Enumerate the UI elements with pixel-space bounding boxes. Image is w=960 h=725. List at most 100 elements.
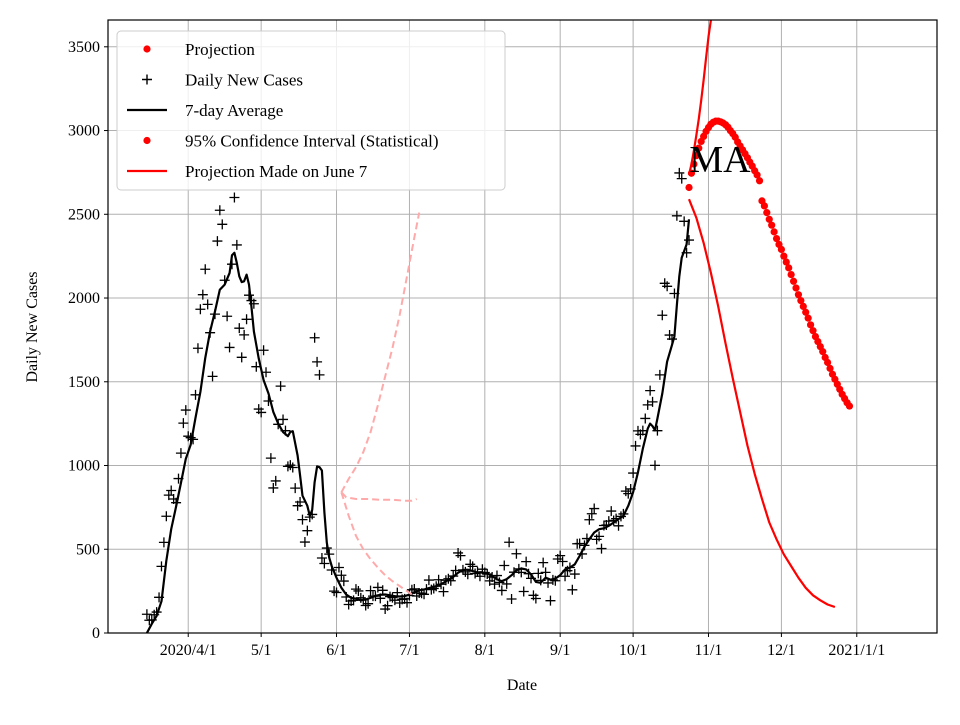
series-95-confidence-interval-statistical-upper [687, 20, 712, 176]
legend: Projection Daily New Cases 7-day Average 95… [116, 30, 506, 191]
daily-case-point [649, 460, 660, 471]
daily-case-point [402, 597, 413, 608]
daily-case-point [333, 562, 344, 573]
daily-case-point [287, 462, 298, 473]
daily-case-point [462, 569, 473, 580]
y-tick-label: 0 [92, 625, 100, 642]
series-june-7-projection-upper-bound-earlier [340, 212, 421, 493]
daily-case-point [336, 570, 347, 581]
daily-case-point [365, 585, 376, 596]
projection-point [785, 264, 793, 272]
daily-case-point [212, 236, 223, 247]
daily-case-point [538, 557, 549, 568]
y-tick-label: 3000 [68, 123, 100, 140]
projection-point [794, 291, 803, 299]
daily-case-point [419, 589, 430, 600]
daily-case-point [158, 537, 169, 548]
legend-label: Projection [185, 40, 255, 59]
daily-case-point [455, 550, 466, 561]
projection-point [809, 327, 817, 335]
daily-case-point [671, 210, 682, 221]
x-tick-label: 12/1 [767, 642, 795, 659]
daily-case-point [202, 299, 213, 310]
daily-case-point [234, 323, 245, 334]
projection-point [692, 152, 700, 160]
daily-case-point [207, 371, 218, 382]
daily-case-point [423, 575, 434, 586]
y-tick-label: 1500 [68, 374, 100, 391]
legend-entry: Projection Made on June 7 [127, 162, 368, 181]
daily-case-point [557, 556, 568, 567]
legend-label: 7-day Average [185, 101, 283, 120]
daily-case-point [178, 418, 189, 429]
projection-point [845, 402, 854, 410]
projection-point [753, 171, 761, 179]
projection-made-on-june-7-line [687, 198, 836, 609]
legend-dot-marker [143, 136, 151, 145]
legend-label: 95% Confidence Interval (Statistical) [185, 132, 439, 151]
projection-point [755, 177, 764, 185]
daily-case-point [297, 514, 308, 525]
y-tick-label: 3500 [68, 39, 100, 56]
daily-case-point [299, 537, 310, 548]
x-tick-label: 2021/1/1 [828, 642, 885, 659]
projection-point [782, 258, 790, 266]
daily-case-point [329, 586, 340, 597]
daily-case-point [533, 568, 544, 579]
daily-case-point [589, 503, 600, 514]
daily-case-point [654, 369, 665, 380]
daily-case-point [360, 600, 371, 611]
daily-case-point [331, 587, 342, 598]
daily-case-point [499, 560, 510, 571]
legend-label: Projection Made on June 7 [185, 162, 368, 181]
projection-point [819, 348, 827, 356]
daily-case-point [530, 593, 541, 604]
daily-case-point [316, 552, 327, 563]
daily-case-point [275, 381, 286, 392]
plot-frame [107, 19, 938, 634]
daily-case-point [263, 396, 274, 407]
daily-case-point [224, 342, 235, 353]
daily-case-point [674, 167, 685, 178]
legend-box [116, 30, 506, 191]
daily-case-point [453, 547, 464, 558]
legend-label: Daily New Cases [185, 71, 303, 90]
daily-case-point [640, 413, 651, 424]
axis-ticks: 2020/4/1 5/1 6/1 7/1 8/1 9/1 10/1 11/1 12/1 2021/… [68, 39, 885, 659]
daily-case-point [239, 329, 250, 340]
daily-case-point [679, 216, 690, 227]
daily-case-point [567, 584, 578, 595]
daily-case-point [314, 369, 325, 380]
daily-case-point [662, 281, 673, 292]
series-projection [685, 117, 854, 410]
daily-case-point [382, 600, 393, 611]
projection-point [787, 270, 795, 279]
daily-case-point [511, 548, 522, 559]
daily-case-point [309, 332, 320, 343]
daily-case-point [192, 343, 203, 354]
daily-case-point [521, 556, 532, 567]
series-june-7-projection-lower-bound-earlier [340, 492, 413, 596]
daily-case-point [338, 576, 349, 587]
daily-case-point [586, 508, 597, 519]
projection-point [802, 308, 810, 316]
projection-point [770, 228, 778, 236]
daily-case-point [560, 571, 571, 582]
daily-case-point [295, 497, 306, 508]
projection-point [797, 296, 805, 305]
daily-case-point [496, 585, 507, 596]
daily-case-point [657, 310, 668, 321]
june-7-projection-central-earlier-line [340, 491, 418, 502]
legend-entry: Projection [143, 40, 255, 59]
95-confidence-interval-statistical-upper-line [687, 20, 712, 176]
daily-case-point [350, 584, 361, 595]
daily-case-point [628, 468, 639, 479]
region-label: MA [689, 139, 751, 181]
daily-case-point [161, 511, 172, 522]
x-tick-label: 9/1 [550, 642, 570, 659]
daily-case-point [217, 219, 228, 230]
projection-point [777, 245, 786, 254]
daily-case-point [180, 405, 191, 416]
y-tick-label: 2500 [68, 206, 100, 223]
